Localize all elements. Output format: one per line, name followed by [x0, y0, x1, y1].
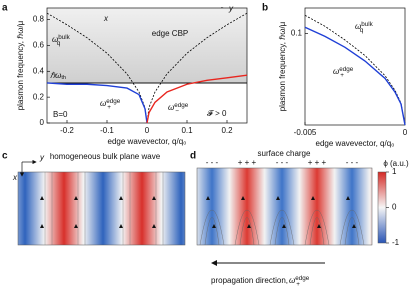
- field-arrows: [40, 196, 156, 228]
- x-axis-label: edge wavevector, q/q₀: [316, 139, 395, 148]
- inset-label: edge CBP: [152, 29, 188, 38]
- x-tick-label: -0.005: [294, 128, 317, 137]
- surface-charge: + + +: [238, 158, 257, 167]
- x-tick-label: 0.1: [181, 126, 193, 135]
- y-axis-label: plasmon frequency, ℏω/μ: [278, 21, 287, 111]
- subscript: −: [175, 108, 179, 115]
- subscript: +: [107, 104, 111, 111]
- superscript: edge: [106, 98, 121, 105]
- y-tick-label: 0.1: [291, 29, 303, 38]
- superscript: edge: [295, 275, 310, 282]
- surface-charge: - - -: [346, 158, 359, 167]
- annotation: B=0: [53, 110, 68, 119]
- panel-label: a: [2, 3, 8, 14]
- colorbar-tick-label: 1: [392, 167, 397, 176]
- math-label: ωedge −: [168, 102, 189, 115]
- panel-label: c: [2, 151, 8, 162]
- colorbar: [377, 171, 387, 244]
- c-axes: [19, 159, 37, 177]
- panel-title: surface charge: [258, 149, 311, 158]
- subscript: th: [61, 75, 66, 81]
- subscript: +: [340, 72, 344, 79]
- superscript: edge: [339, 66, 354, 73]
- x-tick-label: 0: [145, 126, 150, 135]
- colorbar-tick-label: -1: [392, 238, 400, 247]
- surface-charge: + + +: [308, 158, 327, 167]
- math-label: ωedge +: [333, 66, 354, 79]
- superscript: edge: [174, 102, 189, 109]
- axis-y: y: [39, 153, 45, 162]
- colorbar-label: ϕ (a.u.): [383, 159, 409, 168]
- surface-charge: - - -: [206, 158, 219, 167]
- superscript: bulk: [361, 21, 373, 28]
- math-label: ωbulk q: [52, 34, 71, 47]
- subscript: q: [57, 40, 61, 47]
- plot-frame: [304, 7, 406, 126]
- symbol: ω: [355, 22, 361, 31]
- superscript: bulk: [58, 34, 70, 41]
- symbol: ω: [333, 67, 339, 76]
- series-line: [304, 14, 406, 126]
- symbol: ω: [289, 276, 295, 285]
- y-axis-label: plasmon frequency, ℏω/μ: [16, 20, 25, 110]
- x-tick-label: -0.1: [100, 126, 114, 135]
- field-contours: [44, 172, 164, 245]
- edge-field: [196, 167, 373, 246]
- math-label: ωedge +: [289, 275, 310, 288]
- bulk-field: [17, 171, 186, 246]
- y-tick-label: 0.2: [33, 92, 45, 101]
- panel-label: b: [262, 3, 268, 14]
- symbol: ℏω: [50, 71, 61, 80]
- y-tick-label: 0.4: [33, 66, 45, 75]
- panel-title: homogeneous bulk plane wave: [50, 152, 161, 161]
- symbol: ω: [100, 99, 106, 108]
- panel-label: d: [190, 151, 196, 162]
- subscript: q: [360, 27, 364, 34]
- inset-y: y: [228, 4, 234, 13]
- subscript: +: [296, 281, 300, 288]
- x-tick-label: 0: [403, 128, 408, 137]
- field-arrows: [206, 196, 356, 228]
- x-tick-label: -0.2: [60, 126, 74, 135]
- series-line: [46, 82, 148, 124]
- series-line: [146, 74, 248, 124]
- inset-x: x: [103, 14, 109, 23]
- y-tick-label: 0.8: [33, 15, 45, 24]
- symbol: ω: [52, 35, 58, 44]
- math-label: ωbulk q: [355, 21, 374, 34]
- bulk-continuum: [47, 8, 247, 83]
- colorbar-tick-label: 0: [392, 203, 397, 212]
- axis-x: x: [12, 173, 18, 182]
- math-label: ωedge +: [100, 98, 121, 111]
- math-label: ℏωth: [50, 71, 66, 81]
- y-tick-label: 0: [40, 118, 45, 127]
- symbol: ω: [168, 103, 174, 112]
- surface-charge: - - -: [276, 158, 289, 167]
- footer: propagation direction,: [211, 276, 288, 285]
- x-tick-label: 0.2: [221, 126, 233, 135]
- series-line: [304, 26, 406, 126]
- annotation: 𝓕 > 0: [207, 109, 227, 118]
- y-tick-label: 0.6: [33, 41, 45, 50]
- x-axis-label: edge wavevector, q/q₀: [108, 137, 187, 146]
